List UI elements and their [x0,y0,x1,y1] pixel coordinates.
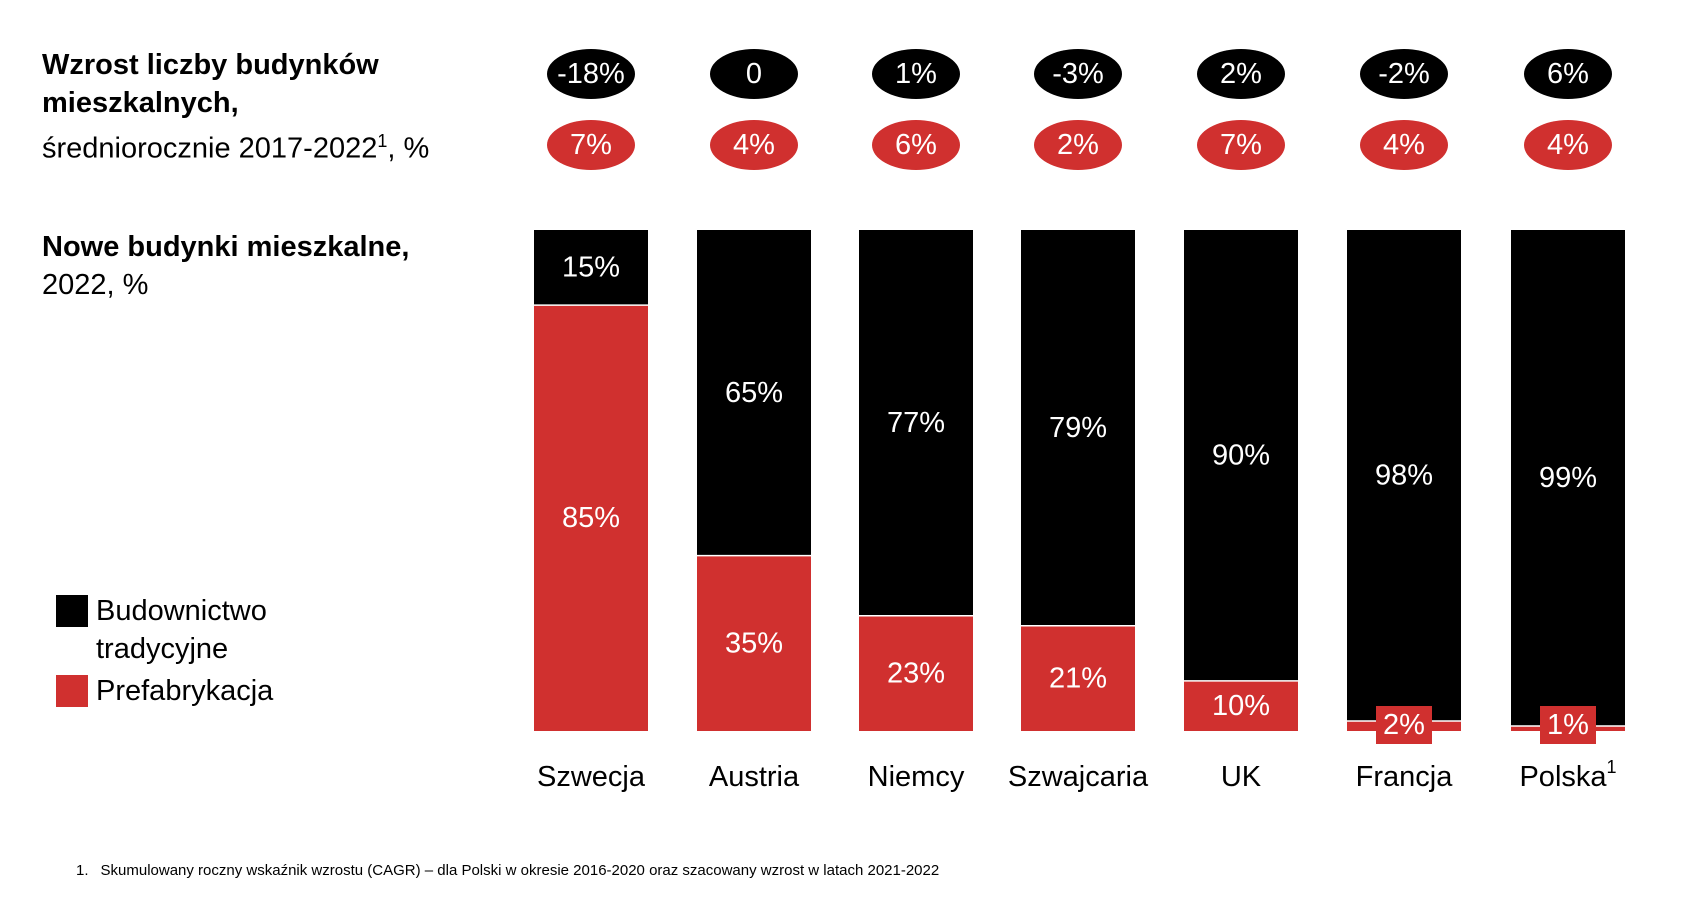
label-traditional: 99% [1539,462,1597,494]
legend-swatch-traditional [56,595,88,627]
legend-swatch-prefab [56,675,88,707]
growth-value-traditional: -2% [1378,58,1430,90]
growth-value-traditional: 6% [1547,58,1589,90]
label-box-prefabrication [1376,706,1432,744]
label-traditional: 90% [1212,439,1270,471]
bar-prefabrication [1184,680,1298,731]
growth-value-prefabrication: 6% [895,129,937,161]
growth-value-traditional: 2% [1220,58,1262,90]
label-prefabrication: 2% [1383,709,1425,741]
growth-badge-prefabrication [710,120,798,170]
category-label: Szwajcaria [1008,761,1149,793]
growth-value-prefabrication: 4% [733,129,775,161]
growth-title-normal: średniorocznie 2017-2022 [42,132,378,165]
category-label: Szwecja [537,761,646,793]
label-box-prefabrication [1540,706,1596,744]
label-prefabrication: 10% [1212,690,1270,722]
bar-prefabrication [859,615,973,731]
growth-title: Wzrost liczby budynków mieszkalnych, śre… [42,46,482,168]
category-superscript: 1 [1607,757,1617,777]
growth-title-bold: Wzrost liczby budynków mieszkalnych, [42,49,379,119]
label-traditional: 15% [562,252,620,284]
footnote-number: 1. [76,862,89,879]
legend-label-prefab: Prefabrykacja [96,675,274,707]
bar-prefabrication [534,305,648,731]
label-prefabrication: 21% [1049,662,1107,694]
share-title-normal: 2022, % [42,269,149,301]
growth-value-prefabrication: 4% [1383,129,1425,161]
legend-item-prefab: Prefabrykacja [56,672,316,710]
bar-traditional [1511,230,1625,726]
growth-badge-traditional [872,49,960,99]
growth-badge-prefabrication [1524,120,1612,170]
share-title: Nowe budynki mieszkalne, 2022, % [42,228,482,304]
footnote: 1. Skumulowany roczny wskaźnik wzrostu (C… [76,862,939,879]
growth-badge-traditional [710,49,798,99]
growth-badge-prefabrication [872,120,960,170]
legend: Budownictwo tradycyjne Prefabrykacja [56,592,316,710]
category-label: Polska1 [1519,757,1616,793]
growth-value-prefabrication: 7% [1220,129,1262,161]
label-prefabrication: 23% [887,657,945,689]
bar-traditional [1184,230,1298,681]
label-prefabrication: 1% [1547,709,1589,741]
label-traditional: 65% [725,377,783,409]
label-traditional: 98% [1375,459,1433,491]
growth-badge-traditional [1197,49,1285,99]
legend-item-traditional: Budownictwo tradycyjne [56,592,316,668]
label-traditional: 77% [887,407,945,439]
bar-traditional [1347,230,1461,721]
share-title-bold: Nowe budynki mieszkalne, [42,231,410,263]
label-prefabrication: 85% [562,502,620,534]
growth-badge-prefabrication [1034,120,1122,170]
bar-traditional [859,230,973,616]
bar-prefabrication [1021,625,1135,731]
bar-traditional [697,230,811,556]
growth-value-prefabrication: 4% [1547,129,1589,161]
category-label: UK [1221,761,1262,793]
growth-badge-prefabrication [547,120,635,170]
growth-badge-prefabrication [1360,120,1448,170]
label-traditional: 79% [1049,412,1107,444]
growth-badge-prefabrication [1197,120,1285,170]
legend-label-traditional: Budownictwo tradycyjne [96,595,267,665]
growth-title-tail: , % [387,132,430,165]
label-prefabrication: 35% [725,627,783,659]
growth-value-prefabrication: 7% [570,129,612,161]
growth-value-traditional: -18% [557,58,625,90]
growth-badge-traditional [1034,49,1122,99]
growth-value-traditional: 1% [895,58,937,90]
category-label: Austria [709,761,800,793]
growth-value-prefabrication: 2% [1057,129,1099,161]
bar-prefabrication [697,555,811,731]
growth-badge-traditional [1360,49,1448,99]
bar-traditional [534,230,648,306]
growth-value-traditional: -3% [1052,58,1104,90]
growth-badge-traditional [547,49,635,99]
footnote-text: Skumulowany roczny wskaźnik wzrostu (CAG… [100,862,940,879]
category-label: Niemcy [868,761,965,793]
growth-title-sup: 1 [377,131,388,151]
bar-traditional [1021,230,1135,626]
growth-value-traditional: 0 [746,58,762,90]
category-label: Francja [1356,761,1454,793]
growth-badge-traditional [1524,49,1612,99]
